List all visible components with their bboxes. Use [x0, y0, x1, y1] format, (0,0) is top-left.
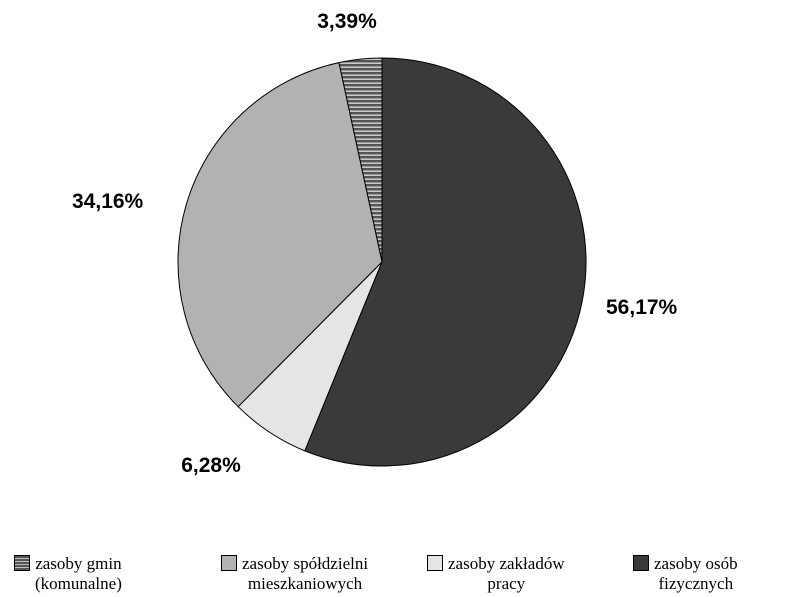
legend-label-gmin: zasoby gmin (komunalne) — [35, 554, 122, 593]
legend-swatch-osob — [633, 555, 649, 571]
legend-item-gmin: zasoby gmin (komunalne) — [14, 554, 122, 594]
slice-zakladow-label: 6,28% — [181, 454, 241, 477]
slice-spoldzielni-label: 34,16% — [72, 190, 144, 213]
legend: zasoby gmin (komunalne) zasoby spółdziel… — [0, 554, 786, 597]
pie-chart: 3,39% 34,16% 6,28% 56,17% — [72, 10, 678, 477]
legend-swatch-spoldzielni — [221, 555, 237, 571]
legend-swatch-gmin — [14, 555, 30, 571]
legend-item-zakladow: zasoby zakładów pracy — [427, 554, 565, 594]
legend-swatch-zakladow — [427, 555, 443, 571]
legend-item-osob: zasoby osób fizycznych — [633, 554, 738, 594]
legend-label-zakladow: zasoby zakładów pracy — [448, 554, 565, 593]
slice-osob — [304, 57, 587, 467]
slice-spoldzielni — [177, 62, 383, 408]
legend-item-spoldzielni: zasoby spółdzielni mieszkaniowych — [221, 554, 368, 594]
slice-gmin-label: 3,39% — [317, 10, 377, 33]
legend-label-spoldzielni: zasoby spółdzielni mieszkaniowych — [242, 554, 369, 593]
slice-osob-label: 56,17% — [606, 296, 678, 319]
legend-label-osob: zasoby osób fizycznych — [654, 554, 738, 593]
